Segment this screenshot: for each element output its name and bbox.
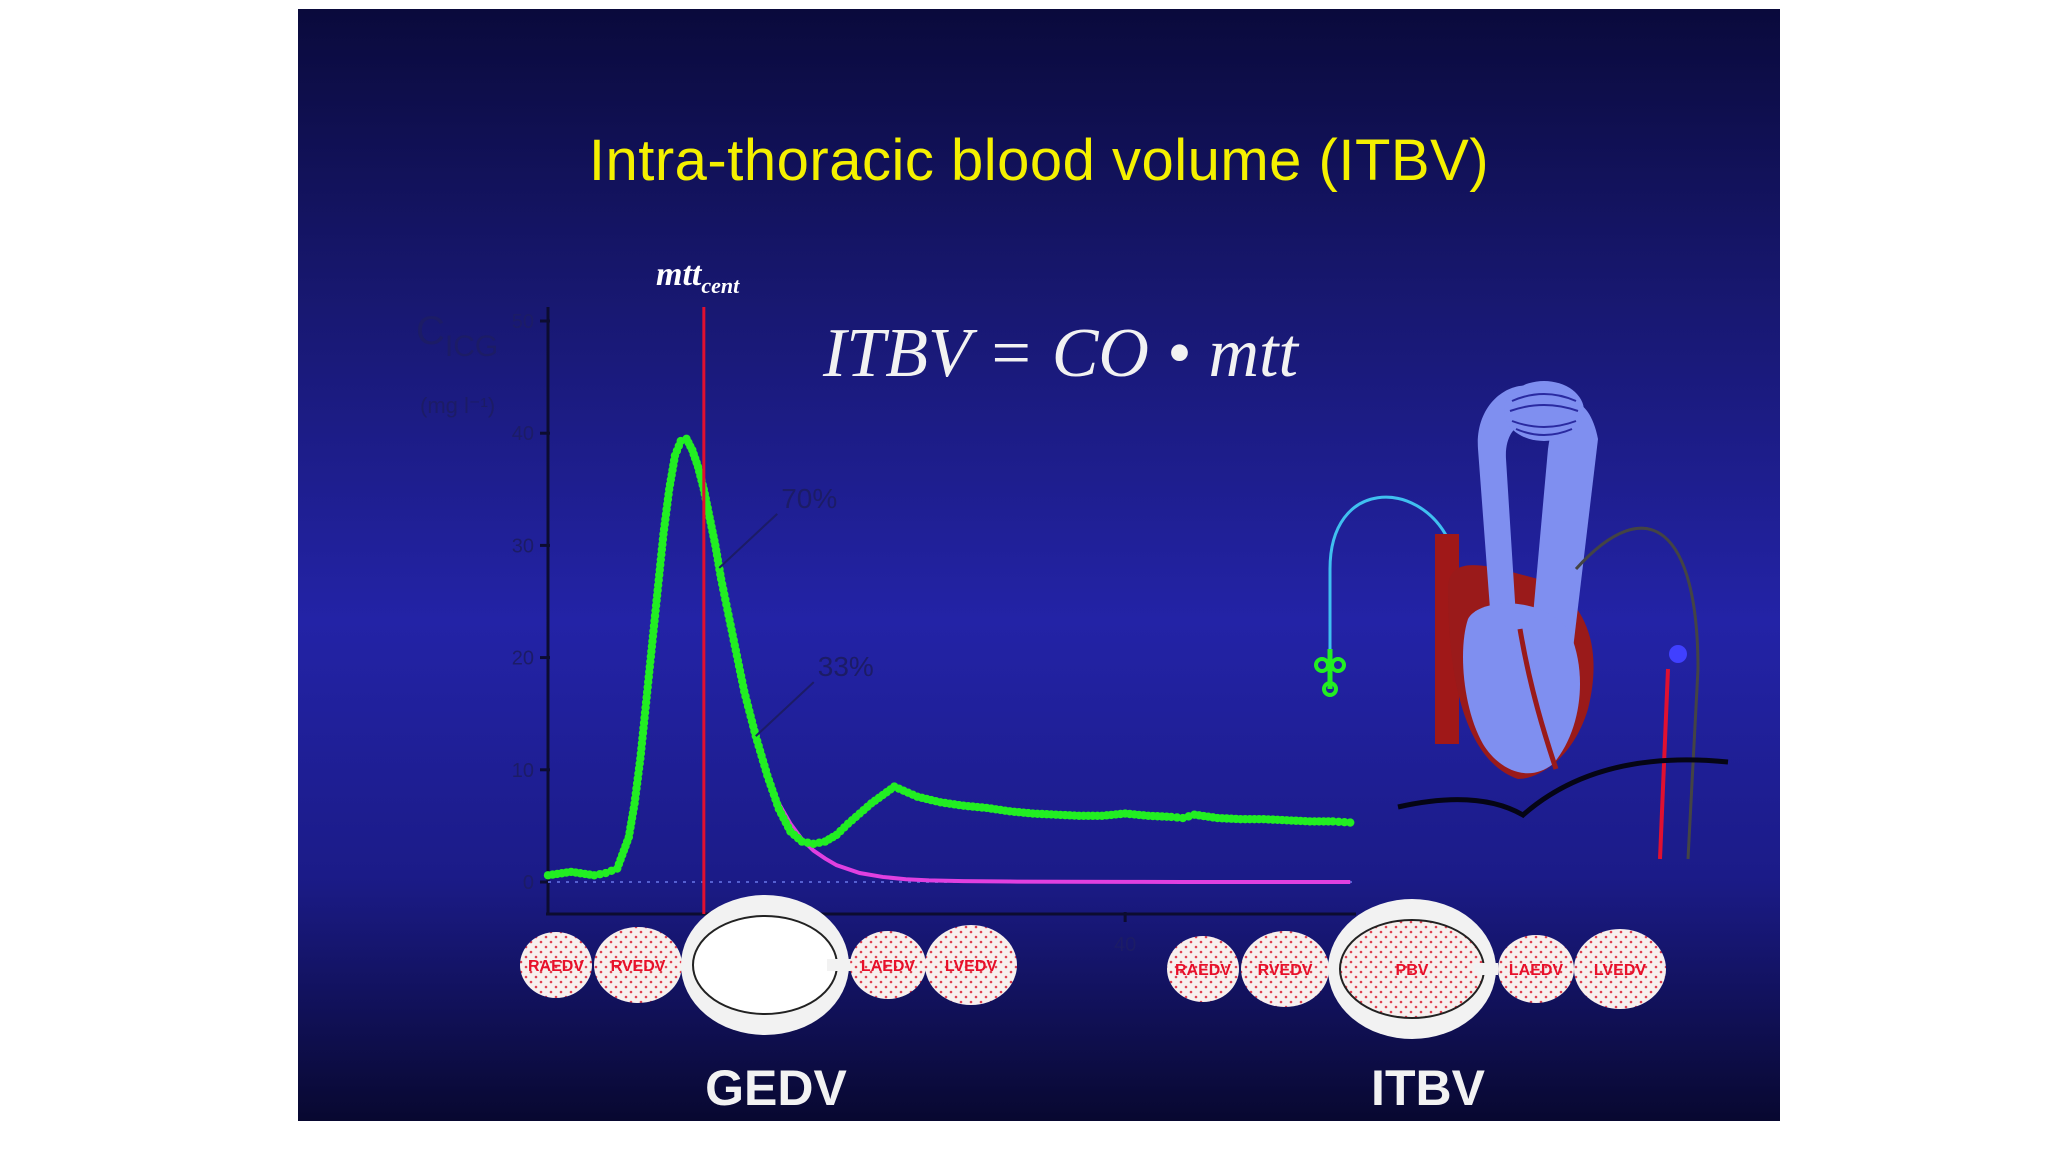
- annotation-leader: [718, 513, 778, 569]
- pulmonary-circulation: [1477, 385, 1563, 649]
- gedv-label-1: RAEDV: [528, 958, 584, 975]
- itbv-label-1: RAEDV: [1175, 962, 1231, 979]
- y-axis-unit: (mg l⁻¹): [420, 393, 496, 418]
- itbv-laedv-compartment: [1498, 935, 1574, 1003]
- gedv-footer-label: GEDV: [705, 1060, 847, 1116]
- y-tick-label: 50: [512, 311, 534, 333]
- y-tick-label: 20: [512, 648, 534, 670]
- indicator-curve-points: [543, 434, 1355, 880]
- catheter-port-1: [1314, 657, 1330, 673]
- y-tick-label: 40: [512, 423, 534, 445]
- itbv-lvedv-compartment: [1574, 929, 1666, 1009]
- y-tick-label: 0: [523, 872, 534, 894]
- slide-title: Intra-thoracic blood volume (ITBV): [588, 128, 1490, 193]
- lung-capillaries: [1504, 381, 1584, 441]
- gedv-rvedv-compartment: [594, 927, 682, 1003]
- slide-graphics: 0 10 20 30 40 50 40 70% 33% RAEDV RVEDV LAEDV …: [512, 307, 1729, 1039]
- itbv-footer-label: ITBV: [1371, 1060, 1485, 1116]
- venous-catheter: [1328, 495, 1450, 689]
- itbv-label-3: PBV: [1396, 962, 1429, 979]
- diaphragm: [1397, 757, 1729, 819]
- y-tick-label: 30: [512, 535, 534, 557]
- gedv-raedv-compartment: [520, 932, 592, 998]
- itbv-label-5: LVEDV: [1594, 962, 1646, 979]
- thermistor-tip: [1669, 645, 1687, 663]
- gedv-connector-right: [827, 959, 851, 971]
- slide: Intra-thoracic blood volume (ITBV) 0 10 20…: [298, 9, 1780, 1121]
- exponential-fit-curve: [713, 545, 1351, 884]
- gedv-compartments: RAEDV RVEDV LAEDV LVEDV: [520, 895, 1017, 1035]
- catheter-port-2: [1330, 657, 1346, 673]
- heart-lung-circulation-icon: [1314, 381, 1729, 860]
- lung-capillary-lines: [1509, 393, 1579, 436]
- gedv-laedv-compartment: [850, 931, 926, 999]
- mtt-cent-label: mttcent: [656, 256, 740, 298]
- annotation-label: 70%: [781, 483, 837, 514]
- heart-chambers: [1463, 603, 1580, 774]
- indicator-point: [1346, 818, 1355, 827]
- itbv-compartments: RAEDV RVEDV PBV LAEDV LVEDV: [1167, 899, 1666, 1039]
- annotation-label: 33%: [818, 651, 874, 682]
- x-tick-label: 40: [1114, 934, 1136, 956]
- itbv-label-2: RVEDV: [1258, 962, 1313, 979]
- gedv-label-2: RVEDV: [611, 958, 666, 975]
- gedv-lvedv-compartment: [925, 925, 1017, 1005]
- gedv-label-4: LAEDV: [861, 958, 916, 975]
- itbv-formula: ITBV = CO • mtt: [823, 315, 1298, 392]
- y-tick-label: 10: [512, 760, 534, 782]
- gedv-central-inner: [692, 915, 838, 1015]
- itbv-raedv-compartment: [1167, 936, 1239, 1002]
- pulmonary-circulation-right: [1530, 402, 1598, 649]
- indicator-dilution-chart: 0 10 20 30 40 50 40 70% 33%: [512, 307, 1356, 956]
- itbv-label-4: LAEDV: [1509, 962, 1564, 979]
- itbv-rvedv-compartment: [1241, 931, 1329, 1007]
- arterial-line: [1658, 668, 1670, 860]
- itbv-connector-right: [1474, 963, 1498, 975]
- septum: [1517, 628, 1559, 770]
- arterial-catheter: [1574, 526, 1700, 860]
- catheter-port-3: [1322, 681, 1338, 697]
- y-axis-symbol: CICG: [416, 309, 499, 363]
- annotation-leader: [755, 681, 815, 737]
- gedv-label-5: LVEDV: [945, 958, 997, 975]
